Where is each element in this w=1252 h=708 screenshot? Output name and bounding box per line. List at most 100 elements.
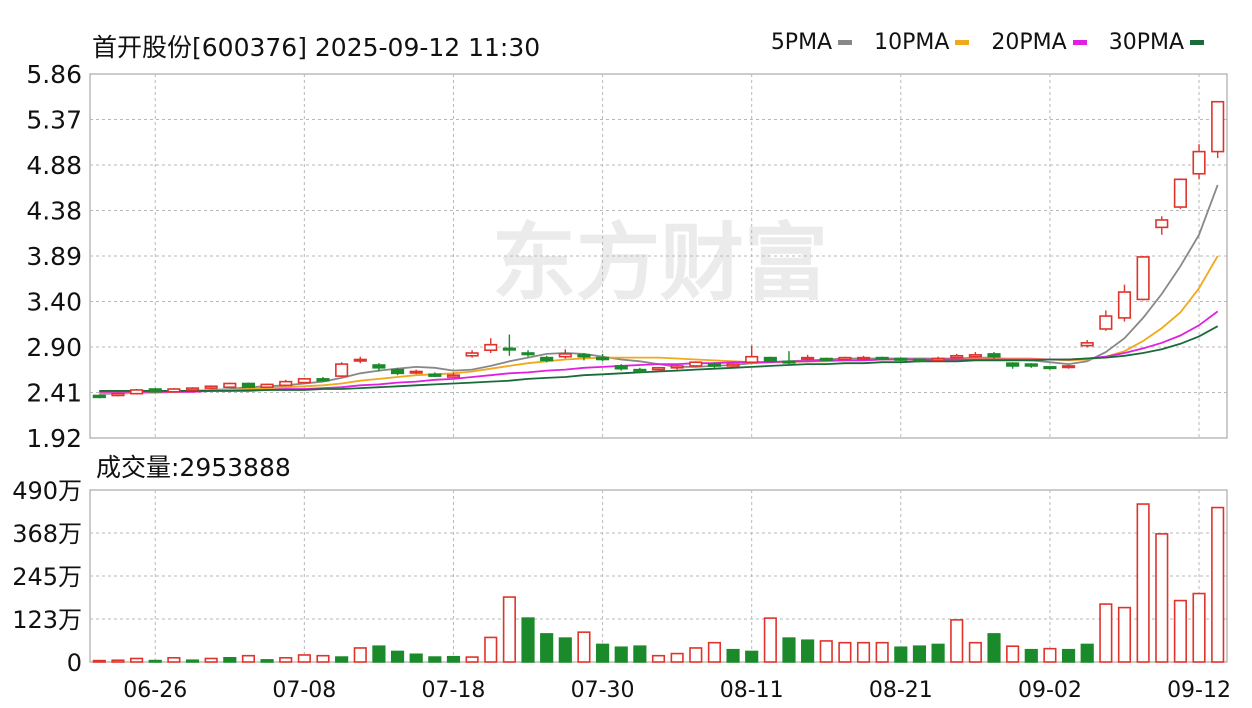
x-tick-label: 07-30 <box>571 678 635 703</box>
volume-bar <box>875 641 889 663</box>
price-y-tick-label: 2.41 <box>26 379 82 408</box>
legend-item-20pma: 20PMA <box>991 30 1087 55</box>
volume-bar <box>596 643 610 663</box>
candle-body <box>707 363 721 367</box>
candle-body <box>279 380 293 387</box>
volume-bar <box>838 641 852 663</box>
volume-bar <box>614 646 628 663</box>
candle-body <box>856 356 871 360</box>
candlestick <box>968 352 982 358</box>
candlestick <box>260 383 274 389</box>
volume-bar <box>1024 648 1038 663</box>
candle-body <box>260 383 274 388</box>
candle-body <box>614 365 628 370</box>
volume-bar <box>167 656 181 663</box>
candlestick <box>372 363 386 372</box>
ma-line-30pma <box>99 325 1219 392</box>
legend-label-20pma: 20PMA <box>991 30 1067 55</box>
volume-bar <box>1099 603 1113 663</box>
candlestick <box>801 354 815 361</box>
candlestick <box>1061 365 1076 369</box>
candlestick <box>1173 178 1187 209</box>
candle-body <box>1061 365 1076 369</box>
candle-body <box>931 357 945 362</box>
volume-bar <box>1117 606 1132 663</box>
candle-body <box>390 368 405 375</box>
volume-bar <box>223 656 237 663</box>
volume-y-tick-label: 490万 <box>12 477 82 505</box>
volume-bar <box>241 654 256 663</box>
candle-body <box>1192 150 1206 175</box>
volume-y-tick-label: 123万 <box>12 606 82 634</box>
candlestick <box>409 369 423 375</box>
volume-bar <box>92 659 106 663</box>
candle-body <box>1080 342 1094 347</box>
candlestick <box>875 356 889 361</box>
candle-body <box>1173 178 1187 208</box>
candle-body <box>763 356 777 363</box>
candlestick <box>446 372 461 378</box>
candle-body <box>1006 362 1020 367</box>
candle-body <box>335 363 349 377</box>
volume-bar <box>409 653 423 663</box>
candlestick <box>1024 363 1038 368</box>
volume-bar <box>390 650 405 663</box>
volume-bar <box>950 619 964 663</box>
candlestick <box>521 350 535 357</box>
candlestick <box>484 338 498 354</box>
volume-bar <box>968 641 982 663</box>
candle-body <box>912 358 927 362</box>
candlestick <box>167 388 181 393</box>
candlestick <box>148 388 162 393</box>
candlestick <box>689 361 703 367</box>
volume-bar <box>1043 647 1057 663</box>
price-y-tick-label: 4.88 <box>26 151 82 180</box>
candlestick <box>390 367 405 376</box>
volume-bar <box>521 617 535 663</box>
x-tick-label: 07-08 <box>272 678 336 703</box>
candle-body <box>1155 219 1169 229</box>
volume-bar <box>428 656 442 663</box>
volume-bar <box>148 659 162 663</box>
volume-bar <box>670 652 684 663</box>
legend-label-30pma: 30PMA <box>1108 30 1184 55</box>
volume-bar <box>801 639 815 663</box>
volume-label: 成交量:2953888 <box>96 453 291 482</box>
candle-body <box>148 388 162 393</box>
volume-bar <box>1192 592 1206 663</box>
volume-bar <box>707 641 721 663</box>
candle-body <box>558 353 572 358</box>
volume-bar <box>316 654 330 663</box>
price-y-tick-label: 2.90 <box>26 333 82 362</box>
candlestick <box>92 394 106 399</box>
candlestick <box>1006 362 1020 369</box>
candlestick <box>726 363 740 367</box>
candle-body <box>801 356 815 360</box>
candlestick <box>335 362 349 378</box>
candle-body <box>577 354 591 358</box>
volume-bar <box>1211 506 1225 663</box>
volume-bar <box>931 643 945 663</box>
legend-item-30pma: 30PMA <box>1109 30 1204 55</box>
candle-body <box>521 352 535 356</box>
candlestick <box>707 362 721 368</box>
candlestick <box>428 372 442 378</box>
candle-body <box>819 357 833 361</box>
candlestick <box>241 382 256 389</box>
candlestick <box>1080 340 1094 348</box>
volume-bar <box>763 617 777 663</box>
candlestick <box>819 357 833 362</box>
volume-bar <box>111 659 125 663</box>
volume-bar <box>446 655 461 663</box>
watermark-text: 东方财富 <box>492 214 828 312</box>
candlestick <box>614 364 628 371</box>
volume-bar <box>726 648 740 663</box>
legend-swatch-5pma <box>838 40 853 45</box>
volume-bar <box>633 645 647 663</box>
candle-body <box>465 352 479 357</box>
candle-body <box>316 378 330 382</box>
price-y-tick-label: 5.86 <box>26 60 82 89</box>
candlestick <box>987 352 1001 359</box>
volume-bar <box>185 659 200 663</box>
candlestick <box>558 349 572 359</box>
